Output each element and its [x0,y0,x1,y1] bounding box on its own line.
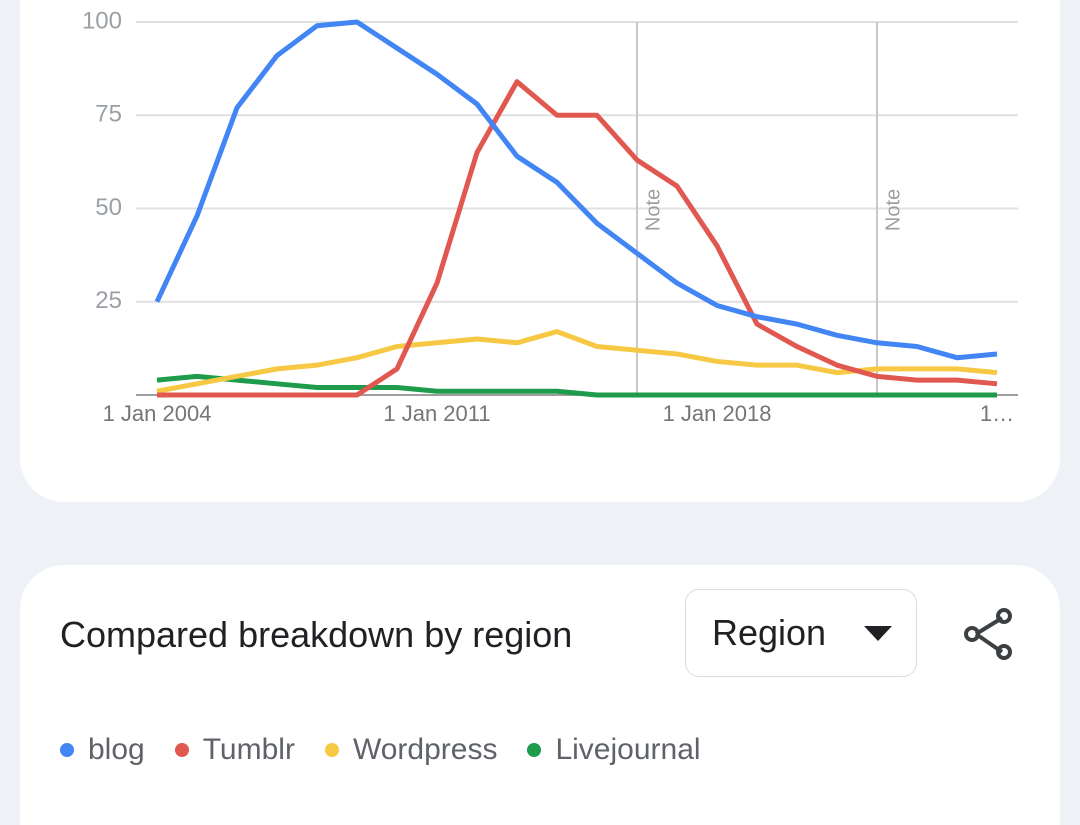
chart-card [20,0,1060,502]
x-tick-label: 1 Jan 2011 [383,401,490,426]
y-tick-label: 50 [95,194,122,221]
y-tick-label: 25 [95,287,122,314]
legend-dot [60,743,74,757]
x-tick-label: 1 Jan 2004 [103,401,212,426]
share-button[interactable] [962,606,1018,662]
note-label: Note [882,189,904,231]
legend-item: Tumblr [174,730,295,770]
breakdown-title: Compared breakdown by region [60,614,573,655]
legend-label: Wordpress [352,733,498,766]
legend-item: Wordpress [324,730,498,770]
legend-dot [527,743,542,757]
legend-dot [324,743,339,757]
series-line [154,19,998,361]
region-dropdown[interactable]: Region [685,589,917,677]
legend-label: Tumblr [202,733,295,766]
y-tick-label: 100 [82,7,122,34]
x-tick-label: 1… [980,401,1014,426]
dropdown-arrow [864,626,892,641]
legend-label: Livejournal [555,733,701,766]
dropdown-label: Region [712,612,827,653]
x-tick-label: 1 Jan 2018 [663,401,772,426]
legend: blog Tumblr Wordpress Livejournal [60,730,701,770]
legend-item: Livejournal [527,730,701,770]
y-tick-label: 75 [95,101,122,128]
series-line [156,373,997,398]
legend-dot [174,743,189,757]
page: 25 50 75 100 1 Jan 2004 1 Jan 2011 1 Jan 2018 1… [20,0,1060,825]
chart: 25 50 75 100 1 Jan 2004 1 Jan 2011 1 Jan 2018 1… [82,7,1018,426]
legend-item: blog [60,730,145,770]
legend-label: blog [88,733,145,766]
series-line [157,79,998,398]
note-label: Note [642,189,664,231]
